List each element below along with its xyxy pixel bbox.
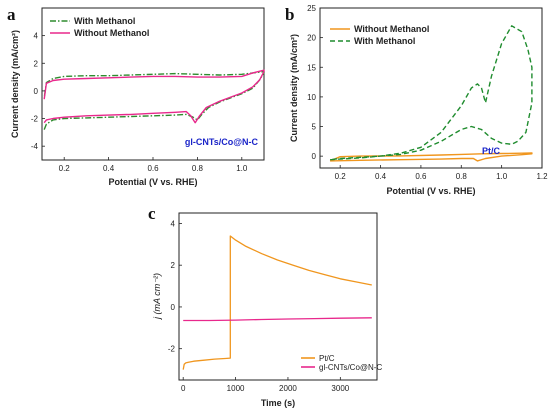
panel-a-xtick-label: 0.8 <box>192 164 204 173</box>
panel-c-legend-label: Pt/C <box>319 354 335 363</box>
panel-b-annotation: Pt/C <box>482 146 501 156</box>
panel-a-letter: a <box>7 5 16 24</box>
panel-a-ytick-label: 4 <box>34 32 39 41</box>
panel-a-xlabel: Potential (V vs. RHE) <box>108 177 197 187</box>
panel-c: c 0 1000 2000 3000 -2 0 2 4 Time (s) j (mA cm⁻²… <box>148 204 382 408</box>
panel-c-series-2 <box>183 317 372 322</box>
panel-c-xtick-label: 0 <box>181 384 186 393</box>
panel-c-xlabel: Time (s) <box>261 398 295 408</box>
panel-c-ytick-label: -2 <box>168 345 176 354</box>
panel-c-xtick-label: 1000 <box>227 384 245 393</box>
panel-b-ytick-label: 10 <box>307 93 316 102</box>
panel-c-xtick-label: 2000 <box>279 384 297 393</box>
panel-b-xtick-label: 1.0 <box>496 172 508 181</box>
panel-b-ytick-label: 5 <box>312 123 317 132</box>
panel-a-xtick-label: 0.2 <box>59 164 71 173</box>
panel-b-ytick-label: 20 <box>307 34 316 43</box>
panel-a-annotation: gl-CNTs/Co@N-C <box>185 137 259 147</box>
panel-a-legend-label: With Methanol <box>74 16 135 26</box>
panel-a-xtick-label: 0.4 <box>103 164 115 173</box>
panel-b-xtick-label: 0.2 <box>335 172 347 181</box>
panel-c-ytick-label: 0 <box>171 303 176 312</box>
panel-b-letter: b <box>285 5 294 24</box>
panel-b-plot-frame <box>319 7 543 169</box>
panel-b-legend-label: With Methanol <box>354 36 415 46</box>
panel-a-ytick-label: 0 <box>34 87 39 96</box>
panel-c-xtick-label: 3000 <box>331 384 349 393</box>
panel-c-letter: c <box>148 204 156 223</box>
panel-b-xtick-label: 1.2 <box>536 172 548 181</box>
panel-a-series-1 <box>43 70 265 130</box>
panel-a: a 0.2 0.4 0.6 0.8 1.0 -4 -2 0 2 4 Potential (V vs… <box>7 5 265 187</box>
panel-a-ylabel: Current density (mA/cm²) <box>10 30 20 138</box>
panel-b-xtick-label: 0.4 <box>375 172 387 181</box>
panel-c-ylabel: j (mA cm⁻²) <box>152 273 162 320</box>
panel-b-xlabel: Potential (V vs. RHE) <box>386 186 475 196</box>
panel-b-legend-label: Without Methanol <box>354 24 429 34</box>
panel-b-ytick-label: 15 <box>307 63 316 72</box>
panel-b-xtick-label: 0.8 <box>456 172 468 181</box>
panel-b-series-1 <box>329 152 533 162</box>
panel-c-ylabel-group: j (mA cm⁻²) <box>152 273 162 320</box>
panel-c-ytick-label: 4 <box>171 219 176 228</box>
panel-a-ytick-label: 2 <box>34 59 39 68</box>
panel-b-series-2 <box>330 25 533 161</box>
panel-a-xtick-label: 0.6 <box>147 164 159 173</box>
panel-b-ylabel: Current density (mA/cm²) <box>289 34 299 142</box>
panel-b-xtick-label: 0.6 <box>415 172 427 181</box>
panel-c-plot-frame <box>178 212 378 381</box>
panel-c-legend-label: gl-CNTs/Co@N-C <box>319 363 382 372</box>
panel-a-xtick-label: 1.0 <box>236 164 248 173</box>
panel-a-series-2 <box>43 69 265 124</box>
panel-b: b 0.2 0.4 0.6 0.8 1.0 1.2 0 5 10 15 20 25 Potential… <box>285 4 548 196</box>
panel-a-legend-label: Without Methanol <box>74 28 149 38</box>
panel-a-ytick-label: -4 <box>31 142 39 151</box>
panel-a-ytick-label: -2 <box>31 115 39 124</box>
panel-c-series-1 <box>182 235 372 370</box>
panel-b-ytick-label: 0 <box>312 152 317 161</box>
panel-c-ytick-label: 2 <box>171 261 176 270</box>
panel-b-ytick-label: 25 <box>307 4 316 13</box>
